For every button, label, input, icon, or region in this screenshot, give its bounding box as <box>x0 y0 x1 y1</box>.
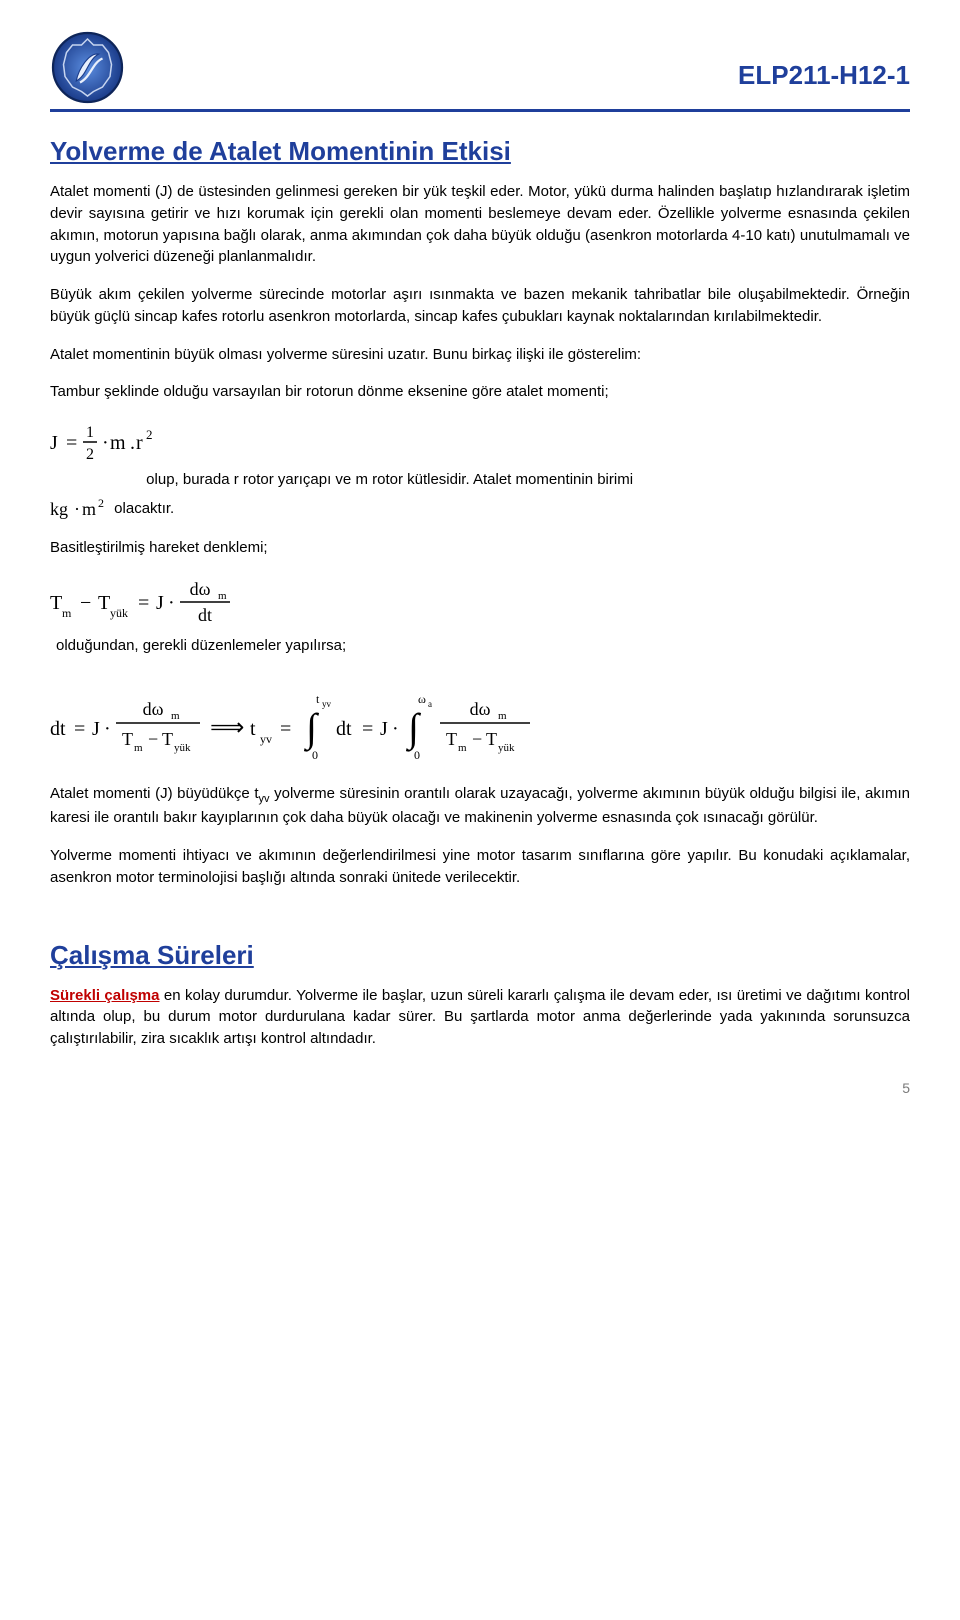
svg-text:m: m <box>218 590 227 602</box>
body-text: olduğundan, gerekli düzenlemeler yapılır… <box>56 637 346 654</box>
svg-text:yv: yv <box>260 732 272 746</box>
svg-text:1: 1 <box>86 424 94 441</box>
body-text: olup, burada r rotor yarıçapı ve m rotor… <box>146 471 633 488</box>
body-paragraph: Tambur şeklinde olduğu varsayılan bir ro… <box>50 381 910 403</box>
svg-text:∫: ∫ <box>303 705 320 752</box>
svg-text:0: 0 <box>414 748 420 762</box>
highlighted-term: Sürekli çalışma <box>50 987 159 1004</box>
svg-text:ω: ω <box>418 692 426 706</box>
svg-text:·: · <box>392 718 399 740</box>
svg-text:dω: dω <box>143 699 164 719</box>
svg-text:J: J <box>380 718 388 740</box>
svg-text:dω: dω <box>190 579 211 599</box>
document-code: ELP211-H12-1 <box>738 60 910 91</box>
svg-text:m: m <box>458 742 467 754</box>
section-title-1: Yolverme de Atalet Momentinin Etkisi <box>50 136 910 167</box>
svg-text:J: J <box>50 432 58 454</box>
svg-text:dω: dω <box>470 699 491 719</box>
svg-text:−: − <box>80 592 91 614</box>
equation-yolverme-time: dt = J · dω m T m − T yük ⟹ t yv = ∫ 0 t… <box>50 691 910 765</box>
university-logo <box>50 30 125 105</box>
svg-text:.: . <box>130 432 135 454</box>
section-title-2: Çalışma Süreleri <box>50 940 910 971</box>
svg-text:T: T <box>98 592 110 614</box>
body-text: en kolay durumdur. Yolverme ile başlar, … <box>50 987 910 1048</box>
svg-text:2: 2 <box>98 497 104 510</box>
svg-text:dt: dt <box>336 718 352 740</box>
equation-motion: T m − T yük = J · dω m dt olduğundan, ge… <box>50 577 910 673</box>
svg-text:a: a <box>428 699 432 709</box>
svg-text:m: m <box>62 606 72 620</box>
svg-text:m: m <box>134 742 143 754</box>
svg-text:kg: kg <box>50 499 68 519</box>
svg-text:−: − <box>148 729 158 749</box>
svg-text:dt: dt <box>198 605 212 625</box>
svg-text:·: · <box>74 499 80 519</box>
svg-text:T: T <box>162 729 173 749</box>
svg-text:T: T <box>446 729 457 749</box>
svg-text:J: J <box>156 592 164 614</box>
subscript: yv <box>259 793 270 805</box>
body-paragraph: Atalet momenti (J) de üstesinden gelinme… <box>50 181 910 268</box>
body-paragraph: Atalet momentinin büyük olması yolverme … <box>50 344 910 366</box>
svg-text:2: 2 <box>146 427 153 442</box>
body-paragraph: olup, burada r rotor yarıçapı ve m rotor… <box>50 469 910 491</box>
svg-text:·: · <box>168 592 175 614</box>
body-paragraph: Basitleştirilmiş hareket denklemi; <box>50 537 910 559</box>
equation-inertia: J = 1 2 · m . r 2 <box>50 421 910 463</box>
body-text: olacaktır. <box>114 500 174 517</box>
svg-text:r: r <box>136 432 143 454</box>
svg-text:t: t <box>250 718 256 740</box>
svg-text:=: = <box>138 592 149 614</box>
body-text: Atalet momenti (J) de üstesinden gelinme… <box>50 183 524 200</box>
page-number: 5 <box>50 1080 910 1096</box>
body-paragraph: kg · m 2 olacaktır. <box>50 497 910 521</box>
svg-text:m: m <box>171 710 180 722</box>
svg-text:=: = <box>280 718 291 740</box>
svg-text:0: 0 <box>312 748 318 762</box>
svg-text:T: T <box>122 729 133 749</box>
body-paragraph: Sürekli çalışma en kolay durumdur. Yolve… <box>50 985 910 1050</box>
svg-text:∫: ∫ <box>405 705 422 752</box>
svg-text:2: 2 <box>86 446 94 463</box>
svg-text:dt: dt <box>50 718 66 740</box>
body-paragraph: Atalet momenti (J) büyüdükçe tyv yolverm… <box>50 783 910 830</box>
svg-text:=: = <box>74 718 85 740</box>
svg-text:·: · <box>102 432 109 454</box>
body-text: Atalet momenti (J) büyüdükçe t <box>50 785 259 802</box>
svg-text:yv: yv <box>322 699 332 709</box>
svg-text:t: t <box>316 692 320 706</box>
body-paragraph: Büyük akım çekilen yolverme sürecinde mo… <box>50 284 910 328</box>
svg-text:−: − <box>472 729 482 749</box>
svg-text:m: m <box>110 432 126 454</box>
svg-text:m: m <box>82 499 96 519</box>
svg-text:yük: yük <box>498 742 515 754</box>
svg-text:yük: yük <box>110 606 128 620</box>
svg-text:m: m <box>498 710 507 722</box>
svg-text:=: = <box>66 432 77 454</box>
svg-text:=: = <box>362 718 373 740</box>
body-paragraph: Yolverme momenti ihtiyacı ve akımının de… <box>50 845 910 889</box>
equation-unit: kg · m 2 <box>50 497 110 521</box>
svg-text:T: T <box>486 729 497 749</box>
svg-text:T: T <box>50 592 62 614</box>
header-divider <box>50 109 910 112</box>
svg-text:⟹: ⟹ <box>210 715 244 741</box>
svg-text:·: · <box>104 718 111 740</box>
svg-text:J: J <box>92 718 100 740</box>
svg-text:yük: yük <box>174 742 191 754</box>
